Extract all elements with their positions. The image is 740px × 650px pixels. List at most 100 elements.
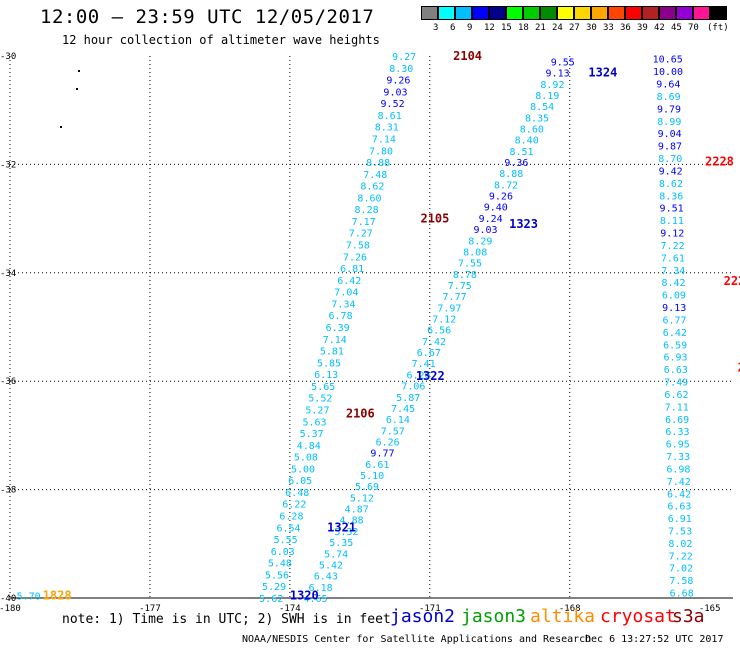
wave-height-value: 10.65 bbox=[653, 55, 683, 66]
wave-height-value: 9.26 bbox=[386, 76, 410, 87]
wave-height-value: 5.37 bbox=[300, 429, 324, 440]
wave-height-value: 8.99 bbox=[657, 117, 681, 128]
wave-height-value: 8.31 bbox=[375, 123, 399, 134]
wave-height-value: 9.64 bbox=[656, 80, 680, 91]
wave-height-value: 8.08 bbox=[463, 247, 487, 258]
wave-height-value: 7.55 bbox=[458, 259, 482, 270]
legend-swatch bbox=[489, 6, 506, 20]
wave-height-value: 6.18 bbox=[309, 583, 333, 594]
pass-time-label: 1322 bbox=[416, 369, 445, 383]
wave-height-value: 7.06 bbox=[401, 382, 425, 393]
wave-height-value: 4.65 bbox=[303, 594, 327, 605]
wave-height-value: 8.28 bbox=[355, 205, 379, 216]
wave-height-value: 9.24 bbox=[479, 214, 503, 225]
legend-label: 6 bbox=[450, 23, 456, 33]
wave-height-value: 9.26 bbox=[489, 192, 513, 203]
legend-label: 18 bbox=[518, 23, 529, 33]
wave-height-value: 6.42 bbox=[663, 328, 687, 339]
wave-height-value: 8.51 bbox=[509, 147, 533, 158]
legend-label: 36 bbox=[620, 23, 631, 33]
wave-height-value: 6.67 bbox=[417, 348, 441, 359]
legend-swatch bbox=[455, 6, 472, 20]
wave-height-value: 6.68 bbox=[670, 589, 694, 600]
footer-credit: NOAA/NESDIS Center for Satellite Applica… bbox=[242, 634, 592, 645]
legend-swatch bbox=[591, 6, 608, 20]
wave-height-value: 8.62 bbox=[360, 182, 384, 193]
legend-swatch bbox=[438, 6, 455, 20]
wave-height-value: 5.65 bbox=[311, 382, 335, 393]
wave-height-value: 5.27 bbox=[305, 405, 329, 416]
wave-height-value: 6.59 bbox=[663, 340, 687, 351]
legend-swatch bbox=[523, 6, 540, 20]
wave-height-value: 8.88 bbox=[499, 169, 523, 180]
wave-height-value: 6.13 bbox=[314, 370, 338, 381]
pass-time-label: 2106 bbox=[346, 407, 375, 421]
wave-height-value: 6.78 bbox=[329, 311, 353, 322]
pass-time-label: 1320 bbox=[290, 588, 319, 602]
legend-label: 21 bbox=[535, 23, 546, 33]
pass-time-label: 1323 bbox=[509, 217, 538, 231]
wave-height-value: 9.55 bbox=[551, 57, 575, 68]
wave-height-value: 9.13 bbox=[546, 69, 570, 80]
wave-height-value: 9.04 bbox=[658, 129, 682, 140]
footer-note: note: 1) Time is in UTC; 2) SWH is in fe… bbox=[62, 612, 391, 627]
wave-height-value: 6.05 bbox=[288, 476, 312, 487]
wave-height-value: 9.51 bbox=[660, 204, 684, 215]
legend-unit: (ft) bbox=[707, 23, 729, 33]
wave-height-value: 7.75 bbox=[448, 281, 472, 292]
wave-height-value: 8.78 bbox=[453, 270, 477, 281]
wave-height-value: 7.58 bbox=[669, 576, 693, 587]
wave-height-value: 6.03 bbox=[271, 547, 295, 558]
wave-height-value: 7.34 bbox=[661, 266, 685, 277]
legend-label: 39 bbox=[637, 23, 648, 33]
wave-height-value: 7.26 bbox=[343, 252, 367, 263]
wave-height-value: 5.70 bbox=[17, 591, 41, 602]
wave-height-value: 7.49 bbox=[664, 378, 688, 389]
wave-height-value: 8.19 bbox=[535, 91, 559, 102]
land-dot bbox=[76, 88, 78, 90]
wave-height-value: 8.42 bbox=[662, 278, 686, 289]
satellite-name: s3a bbox=[672, 606, 705, 627]
wave-height-value: 6.54 bbox=[277, 523, 301, 534]
wave-height-value: 9.42 bbox=[659, 166, 683, 177]
legend-label: 12 bbox=[484, 23, 495, 33]
legend-label: 45 bbox=[671, 23, 682, 33]
wave-height-value: 8.60 bbox=[520, 124, 544, 135]
legend-label: 9 bbox=[467, 23, 473, 33]
wave-height-value: 6.42 bbox=[667, 489, 691, 500]
wave-height-value: 6.56 bbox=[427, 326, 451, 337]
y-tick-label: -36 bbox=[0, 377, 16, 387]
wave-height-value: 8.92 bbox=[540, 80, 564, 91]
satellite-name: cryosat bbox=[600, 606, 676, 627]
legend-swatch bbox=[574, 6, 591, 20]
wave-height-value: 5.55 bbox=[274, 535, 298, 546]
wave-height-value: 6.62 bbox=[664, 390, 688, 401]
legend-swatch bbox=[659, 6, 676, 20]
wave-height-value: 9.52 bbox=[381, 99, 405, 110]
wave-height-value: 7.57 bbox=[381, 426, 405, 437]
wave-height-value: 8.36 bbox=[659, 191, 683, 202]
wave-height-value: 7.77 bbox=[443, 292, 467, 303]
wave-height-value: 6.98 bbox=[666, 464, 690, 475]
wave-height-value: 8.72 bbox=[494, 180, 518, 191]
wave-height-value: 7.02 bbox=[669, 564, 693, 575]
wave-height-value: 6.69 bbox=[665, 415, 689, 426]
wave-height-value: 9.12 bbox=[660, 229, 684, 240]
legend-label: 3 bbox=[433, 23, 439, 33]
wave-height-value: 7.27 bbox=[349, 229, 373, 240]
wave-height-value: 6.81 bbox=[340, 264, 364, 275]
wave-height-value: 5.81 bbox=[320, 347, 344, 358]
pass-time-label: 2104 bbox=[453, 49, 482, 63]
wave-height-value: 9.13 bbox=[662, 303, 686, 314]
wave-height-value: 8.29 bbox=[468, 236, 492, 247]
wave-height-value: 7.14 bbox=[323, 335, 347, 346]
wave-height-value: 7.53 bbox=[668, 527, 692, 538]
legend-label: 30 bbox=[586, 23, 597, 33]
legend-swatch bbox=[608, 6, 625, 20]
map-subtitle: 12 hour collection of altimeter wave hei… bbox=[62, 33, 380, 47]
wave-height-value: 4.88 bbox=[340, 516, 364, 527]
wave-height-value: 5.12 bbox=[350, 493, 374, 504]
x-tick-label: -165 bbox=[699, 604, 721, 614]
wave-height-value: 6.48 bbox=[285, 488, 309, 499]
